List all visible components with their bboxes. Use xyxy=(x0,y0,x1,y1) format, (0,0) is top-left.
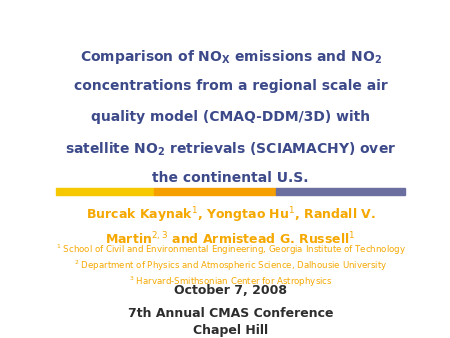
Text: October 7, 2008: October 7, 2008 xyxy=(174,284,287,297)
Text: Martin$^{2,3}$ and Armistead G. Russell$^1$: Martin$^{2,3}$ and Armistead G. Russell$… xyxy=(105,231,356,247)
Text: $^2$ Department of Physics and Atmospheric Science, Dalhousie University: $^2$ Department of Physics and Atmospher… xyxy=(74,258,387,273)
Text: concentrations from a regional scale air: concentrations from a regional scale air xyxy=(74,79,387,93)
Text: the continental U.S.: the continental U.S. xyxy=(153,171,309,185)
Text: Burcak Kaynak$^1$, Yongtao Hu$^1$, Randall V.: Burcak Kaynak$^1$, Yongtao Hu$^1$, Randa… xyxy=(86,206,376,225)
Text: Comparison of NO$_\mathregular{X}$ emissions and NO$_\mathregular{2}$: Comparison of NO$_\mathregular{X}$ emiss… xyxy=(80,48,382,66)
Text: satellite NO$_\mathregular{2}$ retrievals (SCIAMACHY) over: satellite NO$_\mathregular{2}$ retrieval… xyxy=(65,141,396,158)
Bar xyxy=(276,188,405,195)
Bar xyxy=(154,188,276,195)
Text: 7th Annual CMAS Conference
Chapel Hill: 7th Annual CMAS Conference Chapel Hill xyxy=(128,307,333,337)
Bar xyxy=(56,188,154,195)
Text: quality model (CMAQ-DDM/3D) with: quality model (CMAQ-DDM/3D) with xyxy=(91,110,370,124)
Text: $^1$ School of Civil and Environmental Engineering, Georgia Institute of Technol: $^1$ School of Civil and Environmental E… xyxy=(55,242,406,257)
Text: $^3$ Harvard-Smithsonian Center for Astrophysics: $^3$ Harvard-Smithsonian Center for Astr… xyxy=(129,274,333,289)
